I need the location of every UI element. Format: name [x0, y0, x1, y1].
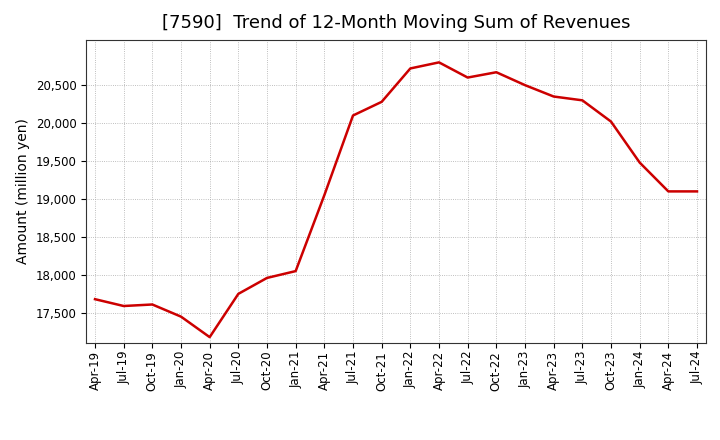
Y-axis label: Amount (million yen): Amount (million yen): [17, 118, 30, 264]
Title: [7590]  Trend of 12-Month Moving Sum of Revenues: [7590] Trend of 12-Month Moving Sum of R…: [162, 15, 630, 33]
